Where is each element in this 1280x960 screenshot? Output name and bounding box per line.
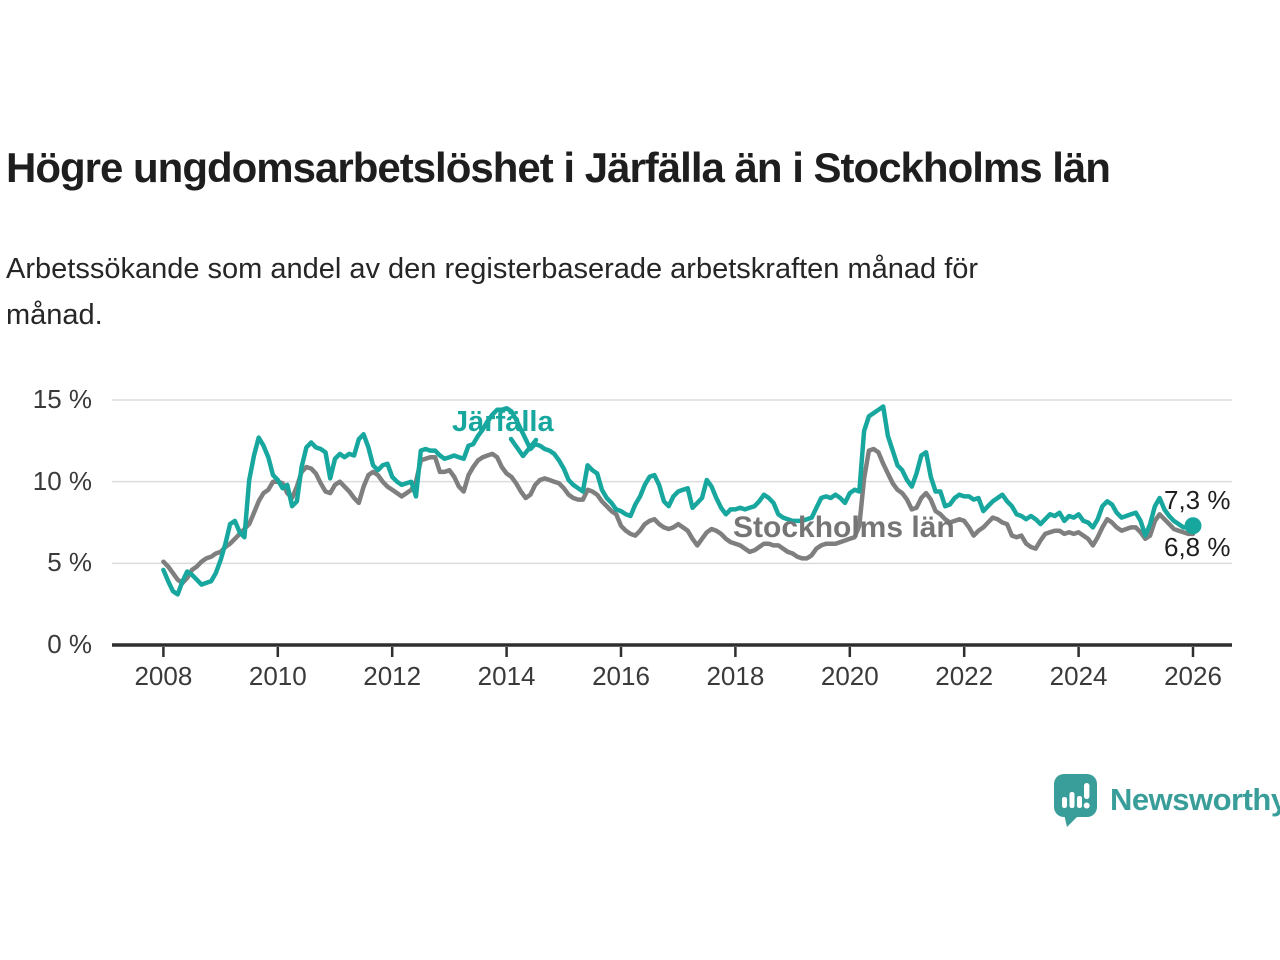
latest-value-dot: [1184, 517, 1202, 535]
chart-subtitle: Arbetssökande som andel av den registerb…: [6, 246, 1206, 338]
x-axis-tick-label: 2012: [363, 661, 422, 691]
x-axis-tick-label: 2024: [1049, 661, 1108, 691]
y-axis-tick-label: 10 %: [32, 465, 92, 496]
y-axis-tick-label: 0 %: [47, 629, 92, 659]
newsworthy-logo-icon: [1054, 774, 1097, 827]
newsworthy-brand: Newsworthy: [1053, 773, 1280, 827]
x-axis-tick-label: 2014: [477, 661, 536, 691]
line-stockholms-l-n: [161, 446, 1196, 586]
jarfalla-arrow-icon: [508, 436, 539, 459]
subtitle-line-2: månad.: [6, 299, 103, 331]
series-label-jarfalla: Järfälla: [452, 406, 554, 438]
y-axis-tick-label: 5 %: [47, 547, 92, 578]
series-label-stockholm: Stockholms län: [733, 511, 955, 544]
newsworthy-logo-text: Newsworthy: [1110, 782, 1280, 817]
end-value-stockholm: 6,8 %: [1164, 532, 1231, 562]
x-axis-tick-label: 2018: [706, 661, 765, 691]
x-axis-tick-label: 2016: [592, 661, 650, 691]
y-axis-tick-label: 15 %: [32, 384, 92, 414]
x-axis-tick-label: 2010: [248, 661, 307, 691]
x-axis-tick-label: 2020: [820, 661, 879, 691]
x-axis-tick-label: 2022: [935, 661, 994, 691]
page-title: Högre ungdomsarbetslöshet i Järfälla än …: [6, 144, 1111, 191]
subtitle-line-1: Arbetssökande som andel av den registerb…: [6, 253, 979, 285]
end-value-jarfalla: 7,3 %: [1164, 485, 1231, 515]
x-axis-tick-label: 2026: [1164, 661, 1222, 691]
line-j-rf-lla: [161, 404, 1196, 597]
x-axis-tick-label: 2008: [134, 661, 193, 691]
